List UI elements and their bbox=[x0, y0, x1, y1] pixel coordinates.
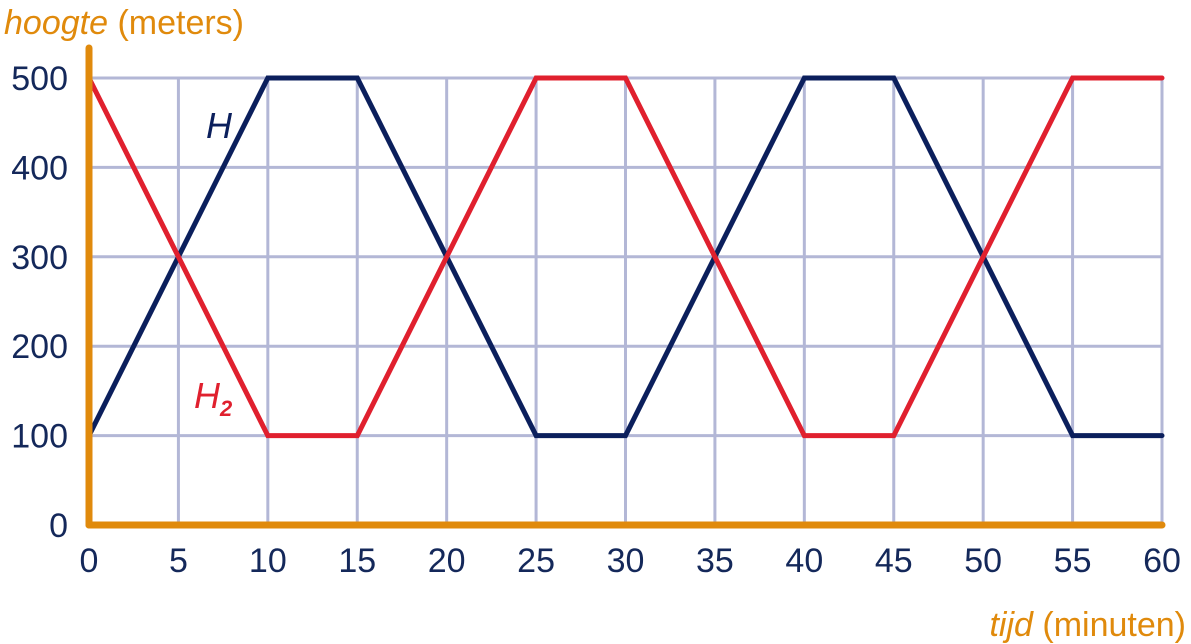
series-label-h: H bbox=[206, 105, 233, 146]
x-tick-label-10: 10 bbox=[249, 542, 287, 580]
x-tick-label-15: 15 bbox=[338, 542, 376, 580]
series-label-h2-name: H bbox=[194, 375, 221, 416]
y-axis-title: hoogte (meters) bbox=[4, 4, 244, 42]
y-tick-label-500: 500 bbox=[11, 60, 68, 98]
tick-labels: 0 5 10 15 20 25 30 35 40 45 50 55 60 0 100 200 300 400 500 bbox=[11, 60, 1181, 580]
x-tick-label-50: 50 bbox=[964, 542, 1002, 580]
x-tick-label-0: 0 bbox=[80, 542, 99, 580]
x-tick-label-25: 25 bbox=[517, 542, 555, 580]
series-line-h2 bbox=[86, 75, 1165, 439]
axes bbox=[85, 44, 1166, 529]
x-axis-title: tijd (minuten) bbox=[989, 606, 1186, 644]
x-tick-label-40: 40 bbox=[785, 542, 823, 580]
x-tick-label-5: 5 bbox=[169, 542, 188, 580]
x-tick-label-55: 55 bbox=[1054, 542, 1092, 580]
grid-lines bbox=[87, 76, 1164, 527]
series-line-h bbox=[86, 75, 1165, 439]
x-axis-title-unit: (minuten) bbox=[1033, 606, 1186, 644]
x-tick-label-60: 60 bbox=[1143, 542, 1181, 580]
series-label-h-name: H bbox=[206, 105, 233, 146]
y-tick-label-0: 0 bbox=[49, 507, 68, 545]
y-axis-title-italic: hoogte bbox=[4, 4, 108, 42]
x-tick-label-30: 30 bbox=[607, 542, 645, 580]
x-axis-title-italic: tijd bbox=[989, 606, 1034, 644]
y-tick-label-400: 400 bbox=[11, 149, 68, 187]
y-tick-label-100: 100 bbox=[11, 418, 68, 456]
series-lines bbox=[86, 75, 1165, 439]
y-tick-label-200: 200 bbox=[11, 328, 68, 366]
series-label-h2: H2 bbox=[194, 375, 233, 421]
y-tick-label-300: 300 bbox=[11, 239, 68, 277]
y-axis-title-unit: (meters) bbox=[108, 4, 244, 42]
x-tick-label-45: 45 bbox=[875, 542, 913, 580]
series-label-h2-subscript: 2 bbox=[219, 396, 233, 421]
x-tick-label-35: 35 bbox=[696, 542, 734, 580]
x-tick-label-20: 20 bbox=[428, 542, 466, 580]
